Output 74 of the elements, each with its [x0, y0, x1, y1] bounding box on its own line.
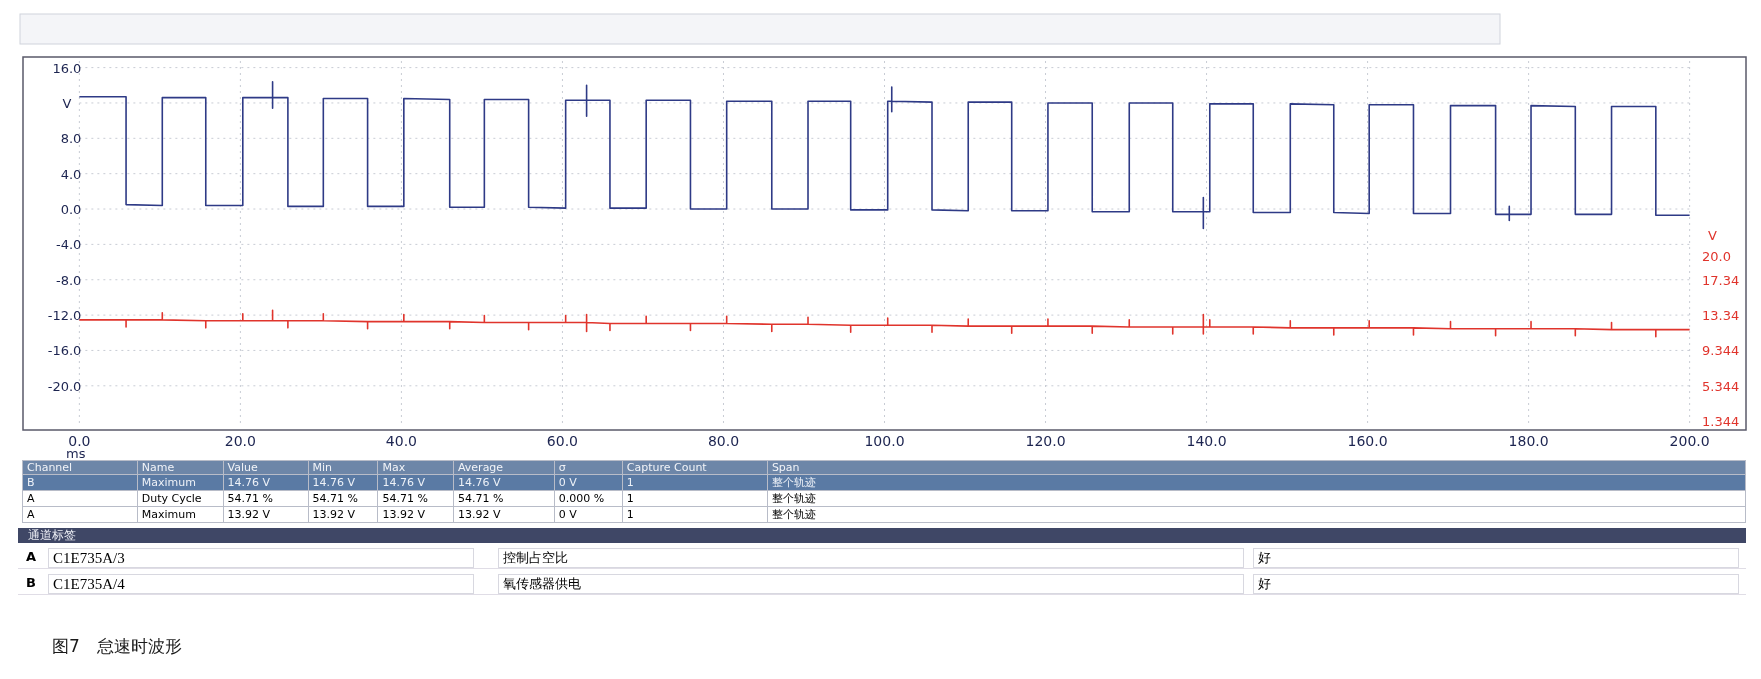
x-tick-label: 180.0 — [1508, 433, 1549, 449]
x-tick-label: 40.0 — [385, 433, 417, 449]
text: Duty Cycle — [141, 492, 202, 505]
text: 整个轨迹 — [771, 492, 816, 505]
text: C1E735A/3 — [53, 550, 125, 566]
category-label: Name — [137, 460, 224, 475]
x-axis-title: ms — [66, 446, 86, 461]
text: 54.71 % — [382, 492, 428, 505]
category-label: Value — [223, 460, 308, 475]
category-label: σ — [554, 460, 623, 475]
text: 通道标签 — [18, 528, 1746, 543]
text: 好 — [1258, 550, 1271, 565]
y2-tick-label: 1.344 — [1702, 414, 1740, 430]
y-tick-label: 16.0 — [52, 60, 82, 76]
text: 13.92 V — [312, 508, 356, 521]
x-tick-label: 60.0 — [546, 433, 579, 449]
y-tick-label: -20.0 — [47, 378, 82, 394]
text: 14.76 V — [227, 476, 271, 489]
x-tick-label: 100.0 — [864, 433, 905, 449]
y-tick-label: -8.0 — [55, 272, 82, 288]
category-label: Average — [453, 460, 555, 475]
text: A — [27, 492, 35, 505]
text: 0.000 % — [558, 492, 605, 505]
text: 氧传感器供电 — [503, 576, 581, 591]
text: 0 V — [558, 476, 577, 489]
text: 54.71 % — [312, 492, 358, 505]
text: 1 — [626, 476, 634, 489]
x-tick-label: 80.0 — [707, 433, 740, 449]
x-tick-label: 200.0 — [1669, 433, 1710, 449]
category-label: Min — [308, 460, 378, 475]
y2-tick-label: 13.34 — [1702, 308, 1740, 324]
y-tick-label: -16.0 — [47, 343, 82, 359]
text: B — [26, 575, 36, 590]
x-tick-label: 140.0 — [1186, 433, 1227, 449]
text: A — [26, 549, 37, 564]
text: Maximum — [141, 476, 196, 489]
text: 1 — [626, 492, 634, 505]
text: 54.71 % — [227, 492, 274, 505]
x-tick-label: 160.0 — [1347, 433, 1388, 449]
text: 13.92 V — [457, 508, 501, 521]
text: B — [27, 476, 35, 489]
category-label: Channel — [22, 460, 138, 475]
text: 13.92 V — [382, 508, 425, 521]
y-tick-label: 8.0 — [60, 131, 82, 147]
y-tick-label: 0.0 — [60, 202, 82, 218]
caption: 图7 怠速时波形 — [52, 635, 182, 658]
text: 整个轨迹 — [771, 476, 816, 489]
text: 54.71 % — [457, 492, 504, 505]
text: A — [27, 508, 35, 521]
text: 整个轨迹 — [771, 508, 816, 521]
y-tick-label: -12.0 — [47, 308, 82, 324]
y2-tick-label: 5.344 — [1702, 378, 1740, 394]
text: 1 — [626, 508, 634, 521]
y2-tick-label: 9.344 — [1702, 343, 1740, 359]
y2-tick-label: 17.34 — [1702, 272, 1740, 288]
x-tick-label: 20.0 — [224, 433, 256, 449]
text: 14.76 V — [382, 476, 425, 489]
text: 14.76 V — [457, 476, 501, 489]
y-tick-label: -4.0 — [55, 237, 82, 253]
y-axis-title: V — [62, 95, 72, 111]
text: 13.92 V — [227, 508, 271, 521]
text: Maximum — [141, 508, 196, 521]
y-tick-label: 4.0 — [60, 166, 82, 182]
text: 14.76 V — [312, 476, 356, 489]
category-label: Span — [767, 460, 1746, 475]
y2-tick-label: 20.0 — [1702, 249, 1731, 265]
x-tick-label: 120.0 — [1025, 433, 1066, 449]
category-label: Max — [377, 460, 454, 475]
text: 控制占空比 — [503, 550, 568, 565]
text: 好 — [1258, 576, 1271, 591]
text: C1E735A/4 — [53, 576, 125, 592]
y2-axis-title: V — [1708, 228, 1717, 244]
text: 0 V — [558, 508, 577, 521]
category-label: Capture Count — [622, 460, 768, 475]
